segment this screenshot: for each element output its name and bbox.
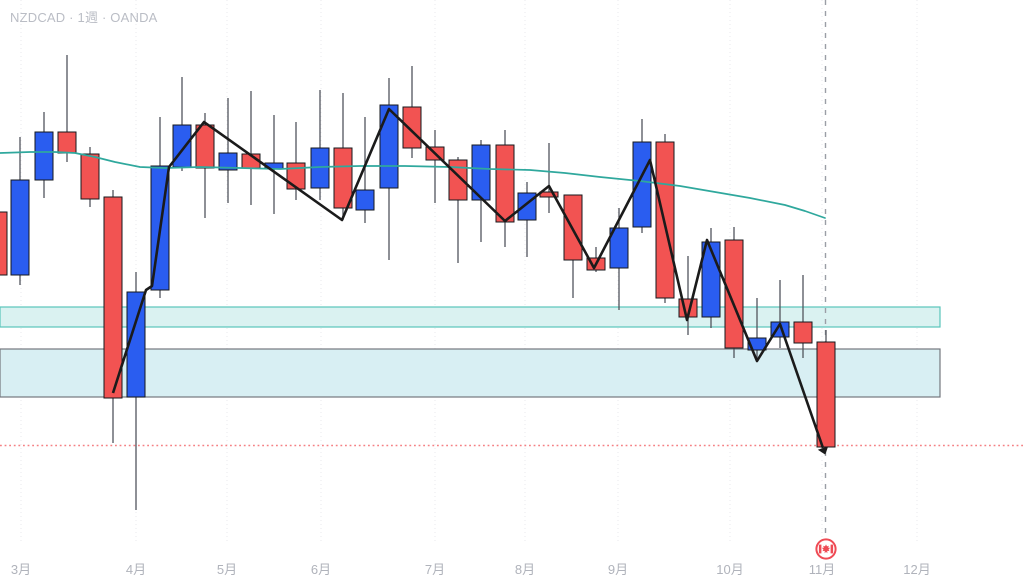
candle-body-down [816,341,836,448]
candle-body-down [402,106,422,149]
economic-event-canada-flag-icon[interactable] [814,537,838,561]
candle-body-down [793,321,813,344]
x-axis-label-month: 5月 [216,562,238,577]
candle-body-up [632,141,652,228]
candle-body-up [379,104,399,189]
x-axis-label-month: 10月 [716,562,744,577]
candle-body-up [172,124,192,168]
x-axis-label-month: 11月 [808,562,836,577]
candle-body-down [80,153,100,200]
candle-body-up [10,179,30,276]
x-axis[interactable]: 3月 4月 5月 6月 7月 8月 9月 10月 11月 12月 [0,541,1024,582]
candle-body-up [609,227,629,269]
candle-body-down [333,147,353,209]
zigzag-arrow-head [817,446,829,455]
candle-body-down [57,131,77,154]
candle-body-down [724,239,744,349]
x-axis-label-month: 6月 [310,562,332,577]
candle-body-down [286,162,306,190]
candle-body-up [218,152,238,171]
x-axis-label-month: 9月 [607,562,629,577]
candle-body-up [471,144,491,201]
x-axis-label-month: 8月 [514,562,536,577]
candle-body-down [195,124,215,169]
candle-body-up [126,291,146,398]
x-axis-label-month: 7月 [424,562,446,577]
lower-zone-box[interactable] [0,348,941,398]
moving-average-line[interactable] [0,151,826,219]
candle-body-down [495,144,515,223]
candle-body-up [34,131,54,181]
candle-body-down [0,211,8,276]
x-axis-label-month: 3月 [10,562,32,577]
candle-body-up [355,189,375,211]
zigzag-trend-drawing[interactable] [111,107,825,449]
symbol-title: NZDCAD · 1週 · OANDA [10,10,158,25]
x-axis-label-month: 4月 [125,562,147,577]
candle-body-down [103,196,123,399]
candlestick-chart-canvas[interactable] [0,0,1024,541]
x-axis-label-month: 12月 [903,562,931,577]
